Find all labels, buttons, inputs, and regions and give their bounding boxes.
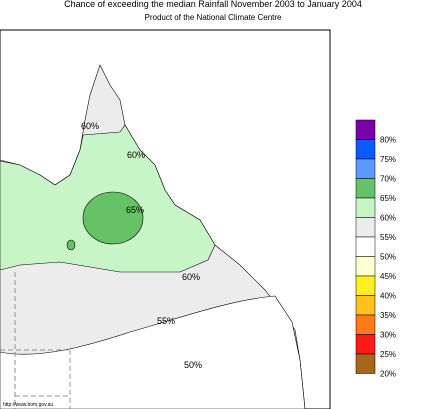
legend-swatch xyxy=(355,275,376,296)
legend-label: 80% xyxy=(380,136,396,145)
subtitle: Product of the National Climate Centre xyxy=(145,13,283,22)
legend-label: 25% xyxy=(380,350,396,359)
title: Chance of exceeding the median Rainfall … xyxy=(64,0,362,9)
legend-label: 30% xyxy=(380,331,396,340)
legend-swatch xyxy=(355,119,376,140)
contour-label: 60% xyxy=(81,121,99,131)
url: http://www.bom.gov.au xyxy=(3,402,53,408)
contour-label: 60% xyxy=(127,150,145,160)
borders xyxy=(0,272,71,409)
legend-label: 20% xyxy=(380,370,396,379)
legend-swatch xyxy=(355,178,376,199)
legend-swatch xyxy=(355,256,376,277)
legend-label: 65% xyxy=(380,194,396,203)
legend-swatch xyxy=(355,217,376,238)
legend-label: 50% xyxy=(380,253,396,262)
legend-swatch xyxy=(355,158,376,179)
legend-label: 70% xyxy=(380,175,396,184)
legend-swatch xyxy=(355,295,376,316)
legend-swatch xyxy=(355,353,376,374)
map: 60% 60% 65% 60% 55% 50% http://www.bom.g… xyxy=(0,29,331,409)
legend: 80% 75% 70% 65% 60% 55% 50% 45% 40% 35% 30% 25% 20% xyxy=(355,119,396,379)
legend-label: 35% xyxy=(380,311,396,320)
legend-swatch xyxy=(355,197,376,218)
legend-swatch xyxy=(355,236,376,257)
legend-label: 55% xyxy=(380,233,396,242)
legend-swatch xyxy=(355,334,376,355)
contour-label: 55% xyxy=(157,316,175,326)
legend-label: 40% xyxy=(380,292,396,301)
contour-label: 65% xyxy=(126,205,144,215)
region-65 xyxy=(82,191,144,245)
region-65-small xyxy=(66,239,76,251)
legend-swatch xyxy=(355,314,376,335)
contour-label: 50% xyxy=(184,360,202,370)
legend-label: 60% xyxy=(380,214,396,223)
legend-label: 75% xyxy=(380,155,396,164)
legend-label: 45% xyxy=(380,272,396,281)
low-region xyxy=(0,295,306,409)
contour-label: 60% xyxy=(182,272,200,282)
legend-swatch xyxy=(355,139,376,160)
